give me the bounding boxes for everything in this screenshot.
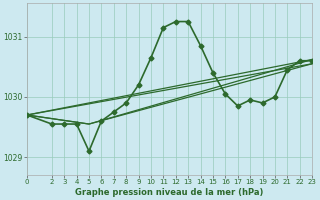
X-axis label: Graphe pression niveau de la mer (hPa): Graphe pression niveau de la mer (hPa) (76, 188, 264, 197)
